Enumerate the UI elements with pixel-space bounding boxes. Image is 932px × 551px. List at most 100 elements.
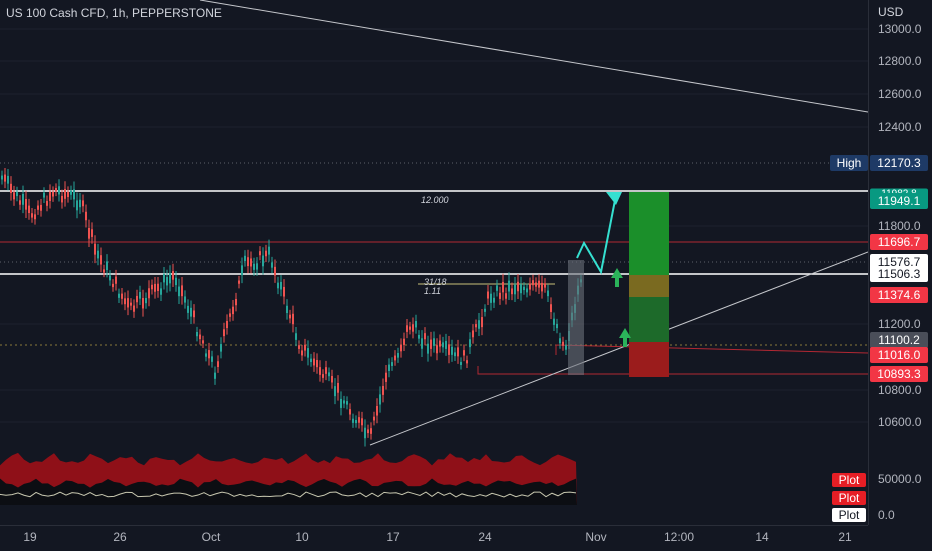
volume-plot-label-1: Plot bbox=[832, 473, 866, 487]
candle-body bbox=[232, 306, 234, 315]
lower-target-zone bbox=[629, 297, 669, 342]
candle-body bbox=[37, 205, 39, 210]
candle-body bbox=[85, 211, 87, 221]
candle-body bbox=[136, 295, 138, 303]
candle-body bbox=[463, 350, 465, 356]
candle-body bbox=[28, 205, 30, 214]
candle-body bbox=[532, 280, 534, 286]
candle-body bbox=[40, 204, 42, 211]
candle-body bbox=[172, 271, 174, 280]
candle-body bbox=[88, 227, 90, 239]
symbol-title[interactable]: US 100 Cash CFD, 1h, PEPPERSTONE bbox=[6, 6, 222, 20]
candle-body bbox=[115, 276, 117, 284]
candle-body bbox=[517, 281, 519, 292]
candle-body bbox=[187, 305, 189, 313]
candle-body bbox=[469, 339, 471, 348]
candle-body bbox=[160, 288, 162, 295]
candle-body bbox=[562, 341, 564, 346]
candle-body bbox=[55, 188, 57, 192]
candle-body bbox=[367, 429, 369, 434]
candle-body bbox=[283, 286, 285, 297]
candle-body bbox=[313, 358, 315, 366]
candle-body bbox=[340, 398, 342, 408]
candle-body bbox=[145, 298, 147, 304]
candle-body bbox=[373, 416, 375, 421]
candle-body bbox=[499, 292, 501, 299]
candle-body bbox=[364, 427, 366, 439]
candle-body bbox=[484, 308, 486, 312]
candle-body bbox=[301, 350, 303, 356]
currency-label[interactable]: USD bbox=[878, 5, 904, 19]
time-label: 12:00 bbox=[663, 530, 695, 544]
candle-body bbox=[292, 313, 294, 325]
candle-body bbox=[235, 298, 237, 306]
candle-body bbox=[397, 353, 399, 358]
candle-body bbox=[382, 385, 384, 395]
price-tick: 12600.0 bbox=[878, 87, 922, 101]
level-annotation: 12.000 bbox=[421, 195, 449, 205]
candle-body bbox=[346, 401, 348, 405]
candle-body bbox=[376, 406, 378, 416]
candle-body bbox=[196, 332, 198, 337]
candle-body bbox=[310, 358, 312, 363]
candle-body bbox=[103, 269, 105, 273]
candle-body bbox=[409, 326, 411, 330]
candle-body bbox=[535, 282, 537, 287]
target-price-tag: 11949.1 bbox=[870, 193, 928, 209]
candle-body bbox=[220, 344, 222, 352]
candle-body bbox=[457, 347, 459, 357]
time-axis[interactable]: 19 26 Oct 10 17 24 Nov 12:00 14 21 bbox=[0, 525, 868, 551]
candle-body bbox=[181, 285, 183, 297]
candle-body bbox=[46, 200, 48, 206]
stop-line bbox=[477, 366, 868, 375]
candle-body bbox=[58, 186, 60, 195]
time-label: Oct bbox=[201, 530, 221, 544]
candle-body bbox=[1, 175, 3, 180]
candle-body bbox=[277, 282, 279, 289]
support-price-tag: 11016.0 bbox=[870, 347, 928, 363]
candle-body bbox=[112, 283, 114, 288]
candle-body bbox=[526, 288, 528, 293]
price-chart[interactable] bbox=[0, 0, 868, 525]
candle-body bbox=[427, 343, 429, 354]
candle-body bbox=[421, 338, 423, 349]
candle-body bbox=[355, 419, 357, 424]
candle-body bbox=[10, 183, 12, 194]
candle-body bbox=[7, 175, 9, 184]
time-label: 17 bbox=[386, 530, 400, 544]
candle-body bbox=[307, 348, 309, 358]
price-tick: 11800.0 bbox=[878, 219, 921, 233]
candle-body bbox=[13, 192, 15, 200]
candle-body bbox=[493, 297, 495, 303]
candle-body bbox=[508, 280, 510, 292]
chart-area[interactable]: US 100 Cash CFD, 1h, PEPPERSTONE 12.000 … bbox=[0, 0, 868, 525]
ascending-trendline bbox=[369, 251, 868, 446]
support-line bbox=[555, 344, 868, 355]
up-arrow-icon bbox=[619, 328, 631, 347]
candle-body bbox=[361, 418, 363, 426]
candle-body bbox=[553, 318, 555, 325]
candle-body bbox=[253, 263, 255, 270]
candle-body bbox=[319, 367, 321, 375]
candle-body bbox=[496, 285, 498, 291]
candle-body bbox=[199, 334, 201, 340]
price-tick: 12800.0 bbox=[878, 54, 922, 68]
candle-body bbox=[325, 367, 327, 374]
candle-body bbox=[304, 344, 306, 351]
candle-body bbox=[490, 293, 492, 303]
candle-body bbox=[520, 284, 522, 294]
candle-body bbox=[502, 281, 504, 293]
candle-body bbox=[229, 313, 231, 317]
candle-body bbox=[100, 255, 102, 265]
candle-body bbox=[271, 262, 273, 268]
candle-body bbox=[67, 191, 69, 198]
candle-body bbox=[106, 261, 108, 271]
candle-body bbox=[559, 338, 561, 344]
projected-path bbox=[576, 194, 617, 275]
candle-body bbox=[139, 292, 141, 299]
candle-body bbox=[370, 428, 372, 434]
candle-body bbox=[481, 317, 483, 328]
candle-body bbox=[262, 255, 264, 267]
candle-body bbox=[52, 191, 54, 197]
volume-plot-label-2: Plot bbox=[832, 491, 866, 505]
